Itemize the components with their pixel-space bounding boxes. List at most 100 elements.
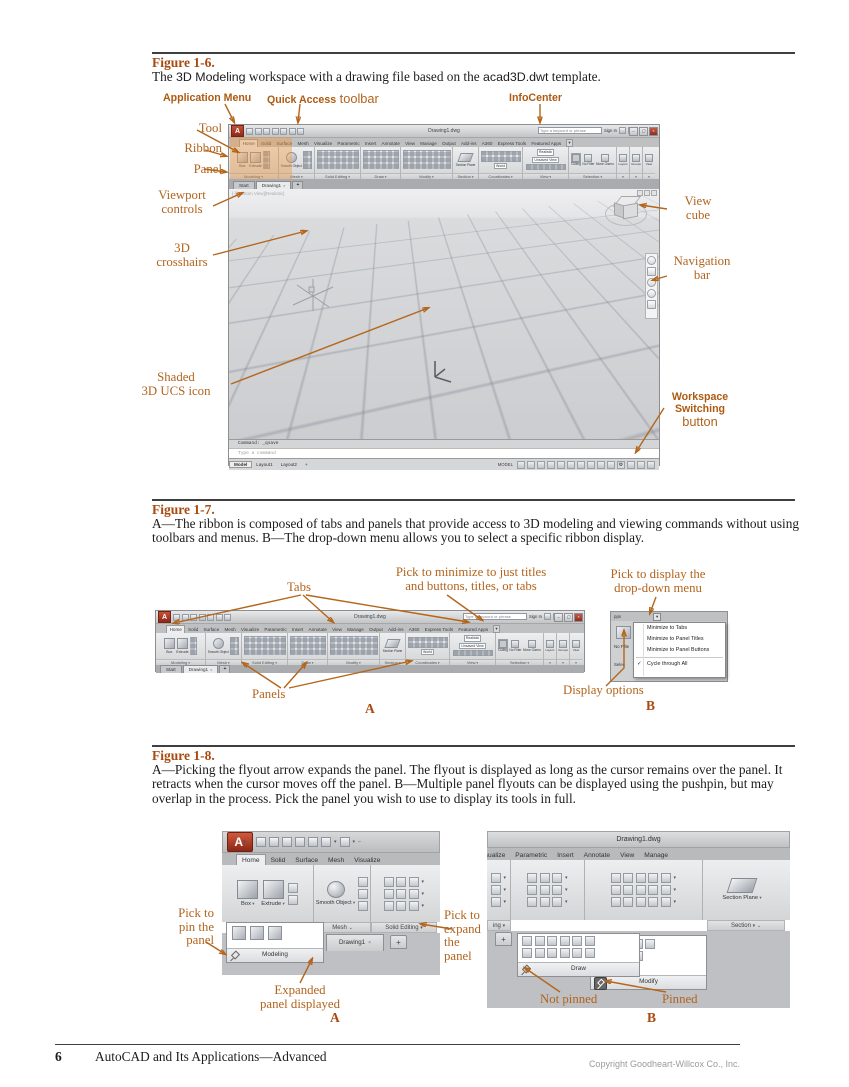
culling-button[interactable]: Culling (498, 638, 509, 652)
annotation-icon[interactable] (597, 460, 605, 469)
panel-name-solid-editing[interactable]: Solid Editing (242, 658, 287, 666)
ribbon-tab-insert[interactable]: Insert (291, 627, 304, 632)
ribbon-tab-featured-apps[interactable]: Featured Apps (531, 141, 562, 146)
panel-icons[interactable] (452, 650, 493, 657)
section-plane-icon[interactable] (384, 639, 401, 648)
ribbon-tab-home[interactable]: Home (166, 625, 186, 633)
command-input[interactable]: Type a command (229, 448, 659, 458)
no-filter-button[interactable]: No Filter (509, 639, 521, 652)
box-button[interactable]: Box (237, 879, 259, 908)
flyout-title-draw[interactable]: Draw (518, 962, 639, 976)
ribbon-tab-output[interactable]: Output (368, 627, 383, 632)
ribbon-tab-mesh[interactable]: Mesh (224, 627, 236, 632)
model-tab[interactable]: Model (229, 461, 253, 468)
box-button[interactable]: Box (236, 152, 248, 168)
ribbon-minimize-button[interactable]: ▾ (492, 625, 501, 633)
ribbon-minimize-button[interactable]: ▾ (565, 139, 574, 147)
ribbon-tab-annotate[interactable]: Annotate (381, 141, 400, 146)
no-filter-button[interactable]: No Filter (582, 153, 594, 166)
minimize-button[interactable]: – (554, 613, 563, 622)
annoscale-icon[interactable] (607, 460, 615, 469)
panel-icons[interactable]: ▾ ▾ ▾ (610, 873, 676, 907)
menu-item-cycle-through-all[interactable]: ✓ Cycle through All (634, 659, 725, 670)
new-tab-button[interactable]: + (292, 181, 304, 189)
section-plane-icon[interactable] (726, 878, 758, 894)
tab-close-icon[interactable]: × (210, 667, 213, 672)
dynamic-ucs-icon[interactable] (587, 460, 595, 469)
customize-icon[interactable]: – (358, 839, 361, 845)
panel-icons[interactable] (525, 164, 566, 171)
undo-icon[interactable] (288, 127, 296, 135)
ribbon-tab-parametric[interactable]: Parametric (515, 851, 548, 859)
ribbon-tab-surface[interactable]: Surface (276, 141, 293, 146)
pushpin-icon[interactable] (230, 951, 239, 960)
panel-name-coordinates[interactable]: Coordinates (406, 658, 449, 666)
menu-item-minimize-tabs[interactable]: Minimize to Tabs (647, 625, 688, 631)
panel-name-fragment[interactable]: ing ▾ (487, 920, 511, 931)
ribbon-tab-visualize[interactable]: Visualize (487, 851, 506, 859)
polar-toggle-icon[interactable] (547, 460, 555, 469)
exchange-icon[interactable] (544, 613, 551, 620)
view-dropdown[interactable]: Unsaved View (532, 156, 559, 164)
panel-icons[interactable] (243, 636, 286, 656)
isolate-objects-icon[interactable] (637, 460, 645, 469)
exchange-icon[interactable] (619, 127, 626, 134)
plot-icon[interactable] (308, 837, 318, 847)
culling-button[interactable]: Culling (571, 152, 582, 166)
open-icon[interactable] (269, 837, 279, 847)
panel-icons[interactable] (287, 882, 298, 905)
new-icon[interactable] (246, 127, 253, 135)
quick-access-toolbar[interactable] (246, 127, 304, 135)
new-icon[interactable] (256, 837, 266, 847)
zoom-icon[interactable] (647, 278, 656, 287)
panel-name-empty[interactable] (630, 172, 642, 180)
panel-name-section[interactable]: Section ▾ ⌄ (707, 920, 785, 931)
ribbon-tab-view[interactable]: View (620, 851, 635, 859)
ribbon-tab-visualize[interactable]: Visualize (240, 627, 260, 632)
save-icon[interactable] (282, 837, 292, 847)
ribbon-tab-insert[interactable]: Insert (364, 141, 377, 146)
grid-toggle-icon[interactable] (517, 460, 525, 469)
annotation-monitor-icon[interactable] (627, 460, 635, 469)
section-plane-button[interactable]: Section Plane (455, 162, 476, 167)
redo-icon[interactable] (297, 127, 304, 135)
extrude-button[interactable]: Extrude (261, 879, 285, 908)
panel-name-mesh[interactable]: Mesh (206, 658, 241, 666)
file-tab-drawing1[interactable]: Drawing1 × (182, 665, 219, 673)
saveas-icon[interactable] (295, 837, 305, 847)
snap-toggle-icon[interactable] (527, 460, 535, 469)
lineweight-toggle-icon[interactable] (577, 460, 585, 469)
panel-icons[interactable] (402, 150, 451, 170)
ribbon-tab-express-tools[interactable]: Express Tools (497, 141, 527, 146)
groups-icon[interactable] (559, 639, 567, 648)
new-tab-button[interactable]: + (495, 932, 512, 946)
redo-icon[interactable] (339, 837, 350, 847)
panel-name-solid-editing[interactable]: Solid Editing (315, 172, 360, 180)
panel-icons[interactable] (329, 636, 378, 656)
panel-icons[interactable] (263, 150, 271, 169)
ribbon-tab-annotate[interactable]: Annotate (583, 851, 611, 859)
panel-icons[interactable] (362, 150, 399, 170)
ribbon-tab-solid[interactable]: Solid (188, 627, 199, 632)
visual-style-dropdown[interactable]: Realistic (463, 635, 482, 642)
ribbon-tab-a360[interactable]: A360 (408, 627, 420, 632)
customization-icon[interactable] (647, 460, 655, 469)
undo-icon[interactable] (321, 837, 331, 847)
ribbon-tab-manage[interactable]: Manage (644, 851, 669, 859)
flyout-title-modify[interactable]: Modify (591, 975, 706, 990)
full-nav-wheel-icon[interactable] (647, 256, 656, 265)
workspace-switching-button[interactable]: ⚙ (617, 460, 625, 469)
groups-button[interactable]: Groups (631, 162, 641, 166)
maximize-button[interactable]: ▢ (639, 127, 648, 136)
open-icon[interactable] (254, 127, 262, 135)
panel-name-coordinates[interactable]: Coordinates (479, 172, 522, 180)
ribbon-minimize-button[interactable]: ▾ (653, 613, 662, 621)
save-icon[interactable] (263, 127, 270, 135)
extrude-button[interactable]: Extrude (176, 638, 189, 654)
ribbon-tab-addins[interactable]: Add-ins (460, 141, 477, 146)
new-layout-button[interactable]: + (305, 462, 308, 467)
panel-icons[interactable] (407, 636, 448, 648)
ribbon-tab-view[interactable]: View (405, 141, 415, 146)
smooth-object-button[interactable]: Smooth Object (208, 638, 229, 654)
infocenter-search-input[interactable] (462, 613, 527, 620)
